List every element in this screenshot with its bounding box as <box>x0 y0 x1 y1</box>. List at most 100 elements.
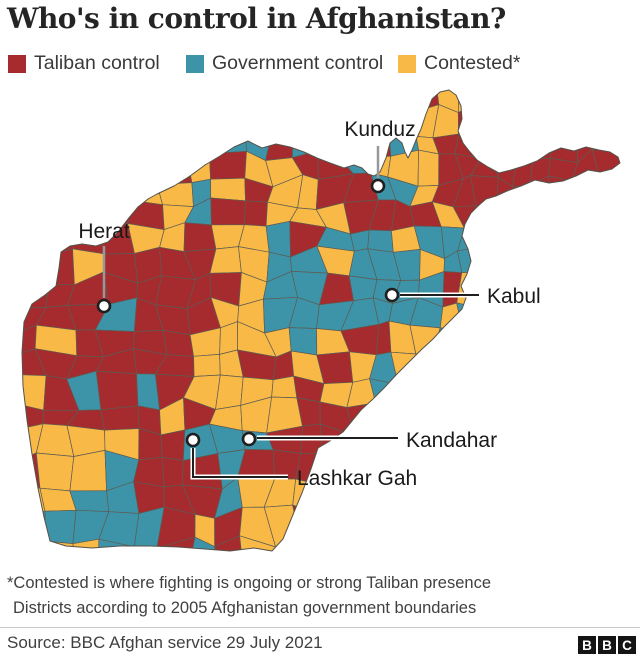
district <box>69 450 107 492</box>
district <box>622 130 640 153</box>
district <box>162 330 194 357</box>
district <box>156 182 194 207</box>
district <box>348 275 378 302</box>
district <box>269 90 302 114</box>
district <box>22 540 46 551</box>
leader-line-lashkar-gah <box>192 448 288 478</box>
district <box>22 256 49 285</box>
district <box>515 106 538 128</box>
district <box>457 90 482 113</box>
district <box>127 129 164 152</box>
legend-label-taliban: Taliban control <box>34 52 160 74</box>
district <box>472 451 491 487</box>
district <box>480 90 499 104</box>
district <box>597 506 620 547</box>
district <box>106 105 129 135</box>
district <box>546 424 581 461</box>
district <box>438 537 462 551</box>
bbc-logo-letter-1: B <box>578 636 596 654</box>
legend-item-taliban: Taliban control <box>8 52 160 75</box>
district <box>244 200 268 227</box>
district <box>161 457 184 488</box>
district <box>471 371 497 409</box>
district <box>475 205 497 235</box>
district <box>39 205 77 227</box>
district <box>470 480 493 515</box>
district <box>534 200 552 229</box>
district <box>316 105 344 139</box>
district <box>66 178 102 206</box>
district <box>527 430 557 463</box>
district <box>239 535 276 551</box>
district <box>316 126 344 163</box>
district <box>500 246 511 285</box>
district <box>544 477 570 509</box>
district <box>291 535 320 551</box>
district <box>221 100 247 139</box>
district <box>476 101 500 137</box>
district <box>164 90 190 114</box>
district <box>544 246 575 286</box>
district <box>490 375 513 409</box>
district <box>599 273 620 306</box>
district <box>457 358 478 382</box>
district <box>618 273 620 306</box>
district <box>509 429 530 463</box>
district <box>265 220 291 258</box>
district <box>22 135 47 157</box>
district <box>626 80 640 102</box>
district <box>598 299 620 333</box>
district <box>22 174 45 208</box>
district <box>44 149 75 187</box>
district <box>366 535 401 551</box>
district <box>244 90 277 114</box>
district <box>595 374 620 410</box>
legend-item-contested: Contested* <box>398 52 520 75</box>
district <box>566 355 600 380</box>
district <box>160 429 186 461</box>
district <box>193 354 221 377</box>
district <box>517 570 533 607</box>
district <box>160 106 192 138</box>
district <box>366 508 397 544</box>
taliban-color-swatch <box>8 54 26 73</box>
district <box>544 506 578 542</box>
district <box>100 405 140 431</box>
district <box>454 125 483 159</box>
district <box>624 102 640 136</box>
district <box>594 246 620 285</box>
district <box>621 198 640 226</box>
district <box>433 380 462 409</box>
district <box>597 572 625 608</box>
district <box>98 183 137 202</box>
district <box>544 224 575 258</box>
district <box>495 346 513 383</box>
district <box>512 487 538 520</box>
district <box>531 538 551 551</box>
district <box>566 374 599 406</box>
district <box>415 353 438 384</box>
legend: Taliban control Government control Conte… <box>0 52 640 74</box>
footnote-district-boundaries: Districts according to 2005 Afghanistan … <box>13 599 477 617</box>
district <box>22 204 41 226</box>
district <box>215 374 244 410</box>
city-marker-kunduz <box>370 178 386 194</box>
legend-label-government: Government control <box>212 52 384 74</box>
district <box>622 221 640 254</box>
district <box>136 149 164 185</box>
district <box>516 124 538 160</box>
district <box>156 149 193 185</box>
district <box>576 539 603 551</box>
district <box>434 454 466 488</box>
district <box>366 401 398 437</box>
district <box>596 479 620 515</box>
district <box>568 325 600 356</box>
district <box>507 90 527 111</box>
district <box>568 299 600 330</box>
district <box>544 206 572 227</box>
district <box>458 508 478 543</box>
district <box>22 510 46 545</box>
district <box>509 407 530 432</box>
district <box>127 105 166 138</box>
district <box>624 350 640 378</box>
